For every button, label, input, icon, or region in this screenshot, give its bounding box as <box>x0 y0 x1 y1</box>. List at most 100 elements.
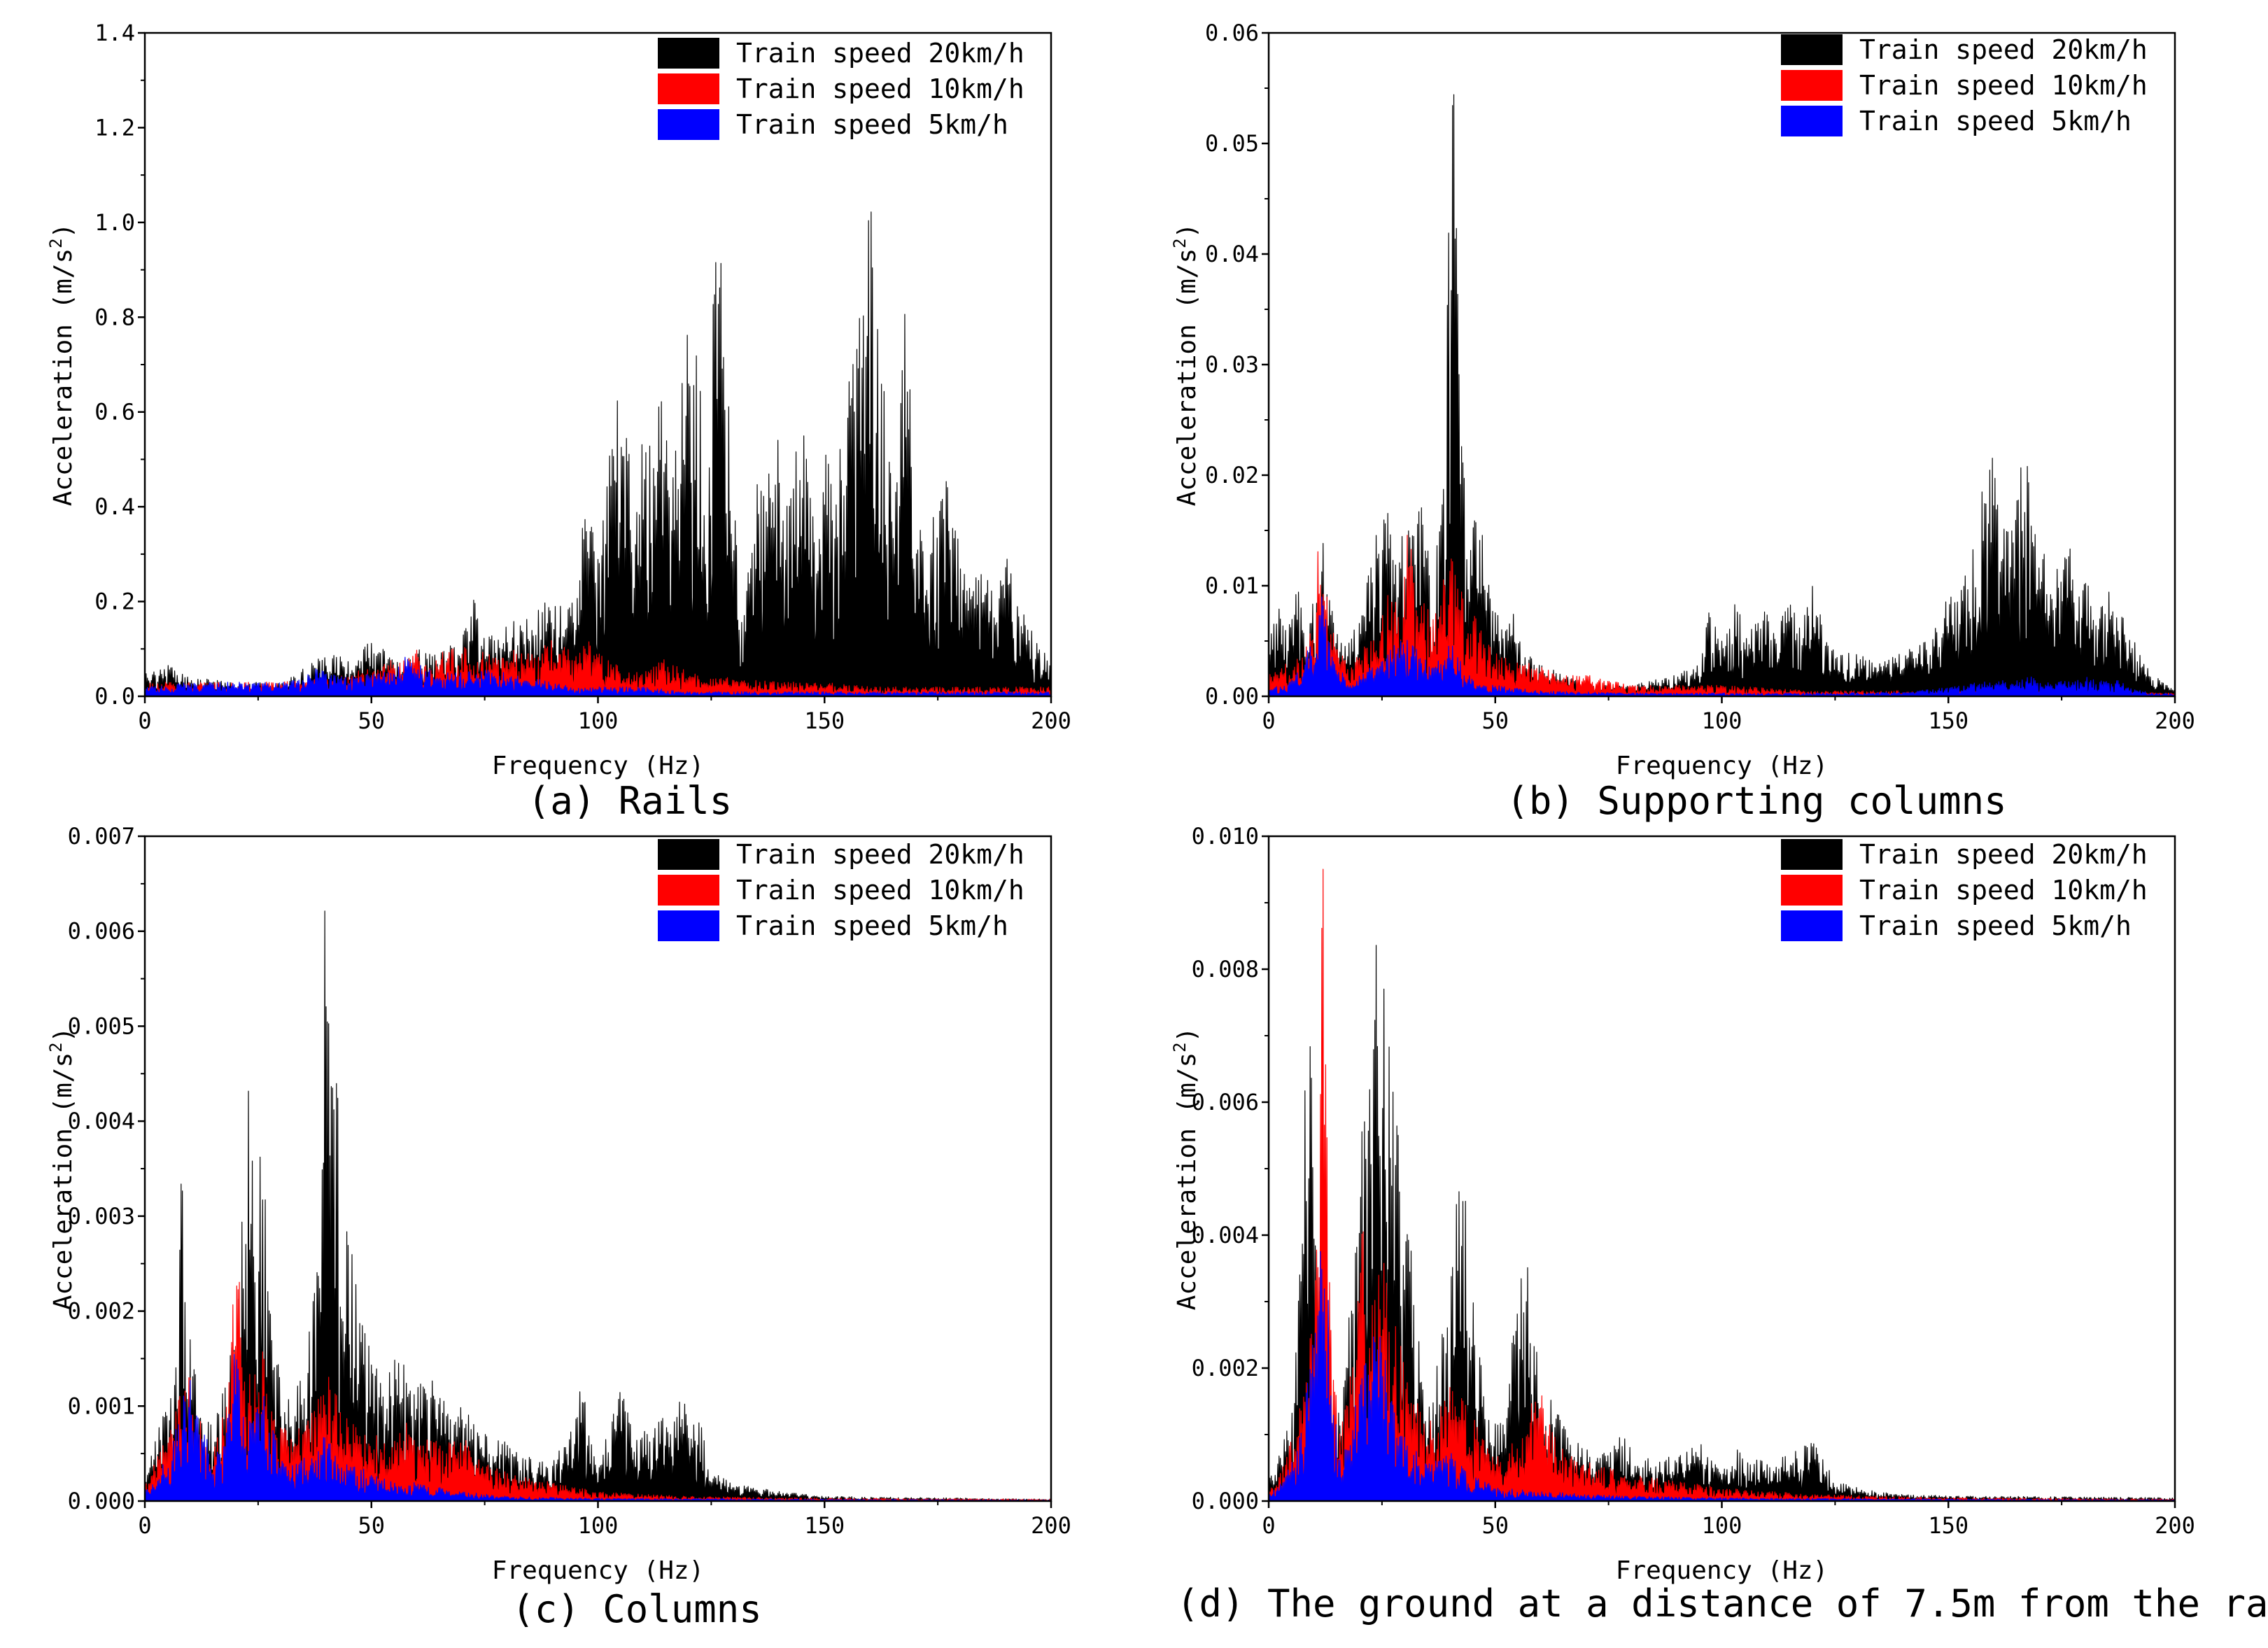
series-area-train-speed-20km/h <box>1269 94 2175 696</box>
y-axis-label-close: ) <box>1173 223 1202 239</box>
y-axis-label-text: Acceleration (m/s <box>1173 248 1202 506</box>
y-tick-label: 1.0 <box>94 209 135 236</box>
legend-label: Train speed 5km/h <box>736 109 1008 140</box>
panel-caption: (d) The ground at a distance of 7.5m fro… <box>1176 1582 2268 1626</box>
y-axis-label: Acceleration (m/s2) <box>46 1027 78 1311</box>
x-tick-label: 50 <box>358 707 385 734</box>
y-tick-label: 0.010 <box>1192 823 1259 850</box>
y-axis-label-text: Acceleration (m/s <box>49 1052 78 1310</box>
legend-swatch <box>658 910 719 941</box>
y-tick-label: 0.002 <box>1192 1355 1259 1381</box>
y-tick-label: 0.002 <box>68 1298 135 1325</box>
x-tick-label: 150 <box>1928 707 1968 734</box>
x-tick-label: 100 <box>1702 1512 1742 1539</box>
x-tick-label: 0 <box>138 707 151 734</box>
x-tick-label: 50 <box>358 1512 385 1539</box>
legend-swatch <box>1781 910 1843 941</box>
legend-swatch <box>1781 70 1843 101</box>
x-tick-label: 0 <box>1262 707 1275 734</box>
y-tick-label: 0.006 <box>68 918 135 945</box>
y-tick-label: 0.02 <box>1205 462 1259 488</box>
legend-label: Train speed 20km/h <box>1859 34 2148 65</box>
legend-label: Train speed 10km/h <box>736 73 1024 104</box>
y-tick-label: 0.4 <box>94 493 135 520</box>
x-tick-label: 50 <box>1481 707 1509 734</box>
y-tick-label: 0.004 <box>1192 1222 1259 1248</box>
x-axis-label: Frequency (Hz) <box>1616 752 1828 780</box>
x-tick-label: 150 <box>804 707 845 734</box>
legend-swatch <box>658 109 719 140</box>
y-tick-label: 0.01 <box>1205 572 1259 599</box>
y-tick-label: 0.004 <box>68 1108 135 1134</box>
x-tick-label: 200 <box>2155 707 2195 734</box>
legend-swatch <box>1781 839 1843 870</box>
chart-panel-d: 0.000 0.002 0.004 0.006 0.008 0.010 0 50 100 150 2… <box>1170 823 2268 1626</box>
y-axis-label: Acceleration (m/s2) <box>1170 223 1202 507</box>
y-tick-label: 0.04 <box>1205 241 1259 267</box>
y-axis-label-close: ) <box>49 1027 78 1043</box>
legend-swatch <box>658 875 719 906</box>
x-axis-label: Frequency (Hz) <box>492 752 704 780</box>
x-tick-label: 100 <box>1702 707 1742 734</box>
y-axis-label-superscript: 2 <box>1170 238 1190 248</box>
x-axis-label: Frequency (Hz) <box>492 1556 704 1585</box>
y-tick-label: 0.8 <box>94 304 135 330</box>
x-tick-label: 200 <box>2155 1512 2195 1539</box>
chart-panel-c: 0.000 0.001 0.002 0.003 0.004 0.005 0.006 0.007… <box>46 823 1071 1631</box>
series-area-train-speed-20km/h <box>145 910 1051 1501</box>
panel-caption: (a) Rails <box>528 779 733 823</box>
legend-swatch <box>1781 875 1843 906</box>
legend-swatch <box>658 38 719 69</box>
y-tick-label: 0.001 <box>68 1393 135 1419</box>
y-tick-label: 1.2 <box>94 114 135 141</box>
y-axis-label: Acceleration (m/s2) <box>1170 1027 1202 1311</box>
y-tick-label: 0.008 <box>1192 956 1259 983</box>
y-tick-label: 1.4 <box>94 20 135 46</box>
y-tick-label: 0.6 <box>94 399 135 425</box>
x-tick-label: 0 <box>138 1512 151 1539</box>
series-area-train-speed-20km/h <box>145 211 1051 696</box>
x-axis-label: Frequency (Hz) <box>1616 1556 1828 1585</box>
legend-swatch <box>1781 34 1843 65</box>
y-tick-label: 0.000 <box>1192 1488 1259 1514</box>
legend-label: Train speed 10km/h <box>1859 875 2148 906</box>
panel-caption: (c) Columns <box>512 1587 762 1631</box>
y-tick-label: 0.000 <box>68 1488 135 1514</box>
chart-panel-a: 0.0 0.2 0.4 0.6 0.8 1.0 1.2 1.4 0 50 100 150 200 Freq… <box>46 20 1071 823</box>
x-tick-label: 0 <box>1262 1512 1275 1539</box>
y-axis-label-text: Acceleration (m/s <box>49 248 78 506</box>
legend-label: Train speed 5km/h <box>1859 106 2132 136</box>
legend-swatch <box>658 839 719 870</box>
y-axis-label-superscript: 2 <box>46 1042 66 1052</box>
y-tick-label: 0.03 <box>1205 351 1259 378</box>
legend-label: Train speed 10km/h <box>736 875 1024 906</box>
x-tick-label: 200 <box>1031 1512 1071 1539</box>
legend-label: Train speed 5km/h <box>1859 910 2132 941</box>
y-tick-label: 0.00 <box>1205 683 1259 710</box>
legend-label: Train speed 20km/h <box>736 839 1024 870</box>
y-tick-label: 0.05 <box>1205 130 1259 157</box>
x-tick-label: 100 <box>578 707 619 734</box>
legend-label: Train speed 20km/h <box>736 38 1024 69</box>
series-area-train-speed-20km/h <box>1269 945 2175 1501</box>
y-tick-label: 0.003 <box>68 1203 135 1230</box>
y-axis-label-superscript: 2 <box>46 238 66 248</box>
y-tick-label: 0.06 <box>1205 20 1259 46</box>
y-tick-label: 0.007 <box>68 823 135 850</box>
y-axis-label-text: Acceleration (m/s <box>1173 1052 1202 1310</box>
x-tick-label: 50 <box>1481 1512 1509 1539</box>
x-tick-label: 200 <box>1031 707 1071 734</box>
legend-swatch <box>1781 106 1843 136</box>
x-tick-label: 100 <box>578 1512 619 1539</box>
series-area-train-speed-5km/h <box>1269 596 2175 696</box>
y-axis-label-close: ) <box>1173 1027 1202 1043</box>
x-tick-label: 150 <box>804 1512 845 1539</box>
y-axis-label: Acceleration (m/s2) <box>46 223 78 507</box>
y-tick-label: 0.005 <box>68 1013 135 1039</box>
legend-label: Train speed 10km/h <box>1859 70 2148 101</box>
y-axis-label-superscript: 2 <box>1170 1042 1190 1052</box>
y-tick-label: 0.2 <box>94 589 135 615</box>
y-axis-label-close: ) <box>49 223 78 239</box>
legend-swatch <box>658 73 719 104</box>
